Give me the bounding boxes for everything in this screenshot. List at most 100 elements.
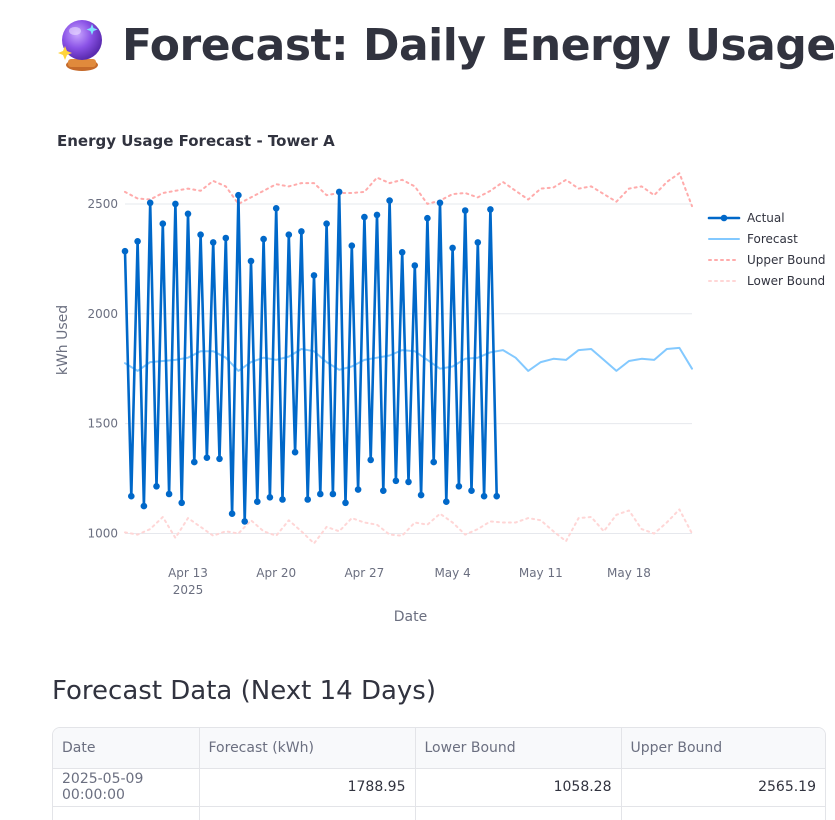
data-point[interactable]	[253, 498, 261, 506]
column-header-lower-bound[interactable]: Lower Bound	[415, 728, 622, 769]
legend-item-lower-bound[interactable]: Lower Bound	[708, 274, 825, 288]
column-header-date[interactable]: Date	[53, 728, 200, 769]
cell-upper-bound	[621, 806, 825, 820]
page-title: Forecast: Daily Energy Usage	[122, 19, 835, 71]
y-tick-label: 1500	[87, 417, 118, 431]
legend-label: Lower Bound	[747, 274, 825, 288]
legend-label: Actual	[747, 211, 785, 225]
chart-legend: Actual Forecast Upper Bound Lower Bound	[707, 211, 826, 288]
series-line-actual	[123, 190, 499, 523]
data-point[interactable]	[222, 234, 230, 242]
data-point[interactable]	[380, 487, 387, 495]
table-row[interactable]: 2025-05-09 00:00:00 1788.95 1058.28 2565…	[53, 768, 825, 807]
y-tick-label: 2500	[87, 197, 118, 211]
data-point[interactable]	[304, 496, 312, 503]
data-point[interactable]	[209, 239, 217, 246]
cell-forecast: 1788.95	[199, 768, 416, 807]
data-point[interactable]	[203, 454, 211, 462]
data-point[interactable]	[310, 272, 318, 279]
legend-item-forecast[interactable]: Forecast	[708, 232, 798, 246]
data-point[interactable]	[266, 494, 274, 501]
data-point[interactable]	[386, 197, 393, 204]
cell-date: 2025-05-09 00:00:00	[53, 768, 200, 807]
data-point[interactable]	[443, 498, 450, 506]
x-axis-year-label: 2025	[173, 583, 204, 597]
data-point[interactable]	[260, 235, 267, 243]
chart-title: Energy Usage Forecast - Tower A	[57, 132, 335, 150]
table-row[interactable]	[53, 806, 825, 820]
data-point[interactable]	[134, 238, 141, 245]
data-point[interactable]	[165, 490, 173, 498]
forecast-data-table[interactable]: Date Forecast (kWh) Lower Bound Upper Bo…	[52, 727, 826, 820]
data-point[interactable]	[480, 492, 488, 500]
data-point[interactable]	[216, 455, 223, 463]
x-tick-label: Apr 27	[344, 566, 384, 580]
data-point[interactable]	[424, 214, 431, 222]
data-point[interactable]	[172, 200, 179, 208]
data-point[interactable]	[361, 213, 368, 221]
data-point[interactable]	[405, 478, 412, 486]
data-point[interactable]	[342, 499, 349, 507]
data-point[interactable]	[128, 492, 135, 500]
data-point[interactable]	[354, 486, 362, 493]
series-line-forecast	[124, 346, 693, 372]
data-point[interactable]	[436, 199, 444, 207]
data-point[interactable]	[474, 239, 482, 246]
data-point[interactable]	[487, 206, 494, 213]
legend-item-upper-bound[interactable]: Upper Bound	[708, 253, 826, 267]
data-point[interactable]	[417, 491, 425, 499]
data-point[interactable]	[272, 205, 280, 212]
crystal-ball-icon	[56, 16, 106, 74]
data-point[interactable]	[247, 257, 255, 265]
data-point[interactable]	[493, 492, 501, 500]
data-point[interactable]	[153, 483, 160, 490]
forecast-table-title: Forecast Data (Next 14 Days)	[52, 676, 436, 706]
legend-item-actual[interactable]: Actual	[707, 211, 785, 225]
data-point[interactable]	[140, 502, 148, 510]
page-header: Forecast: Daily Energy Usage	[56, 16, 835, 74]
data-point[interactable]	[373, 211, 381, 219]
x-axis-title: Date	[394, 609, 427, 625]
series-line-lower-bound	[124, 508, 693, 545]
data-point[interactable]	[392, 477, 400, 485]
data-point[interactable]	[146, 199, 154, 207]
data-point[interactable]	[285, 231, 293, 238]
data-point[interactable]	[197, 231, 204, 238]
y-axis-ticks: 1000 1500 2000 2500	[87, 197, 118, 541]
cell-forecast	[199, 806, 416, 820]
data-point[interactable]	[468, 487, 475, 495]
legend-label: Upper Bound	[747, 253, 826, 267]
x-tick-label: May 18	[607, 566, 651, 580]
data-point[interactable]	[411, 262, 419, 269]
energy-forecast-chart[interactable]: 1000 1500 2000 2500 Apr 13 Apr 20 Apr 27 May 4…	[0, 160, 835, 640]
data-point[interactable]	[398, 249, 406, 256]
column-header-forecast[interactable]: Forecast (kWh)	[199, 728, 416, 769]
data-point[interactable]	[235, 191, 242, 199]
data-point[interactable]	[298, 228, 305, 235]
x-tick-label: Apr 20	[256, 566, 296, 580]
data-point[interactable]	[461, 207, 469, 214]
data-point[interactable]	[455, 483, 463, 490]
column-header-upper-bound[interactable]: Upper Bound	[621, 728, 825, 769]
data-point[interactable]	[430, 458, 438, 466]
data-point[interactable]	[348, 242, 356, 249]
data-point[interactable]	[228, 510, 236, 517]
data-point[interactable]	[178, 499, 185, 507]
data-point[interactable]	[191, 458, 198, 466]
data-point[interactable]	[449, 244, 456, 252]
data-point[interactable]	[291, 448, 299, 456]
x-tick-label: May 11	[519, 566, 563, 580]
x-tick-label: May 4	[434, 566, 470, 580]
data-point[interactable]	[323, 220, 330, 227]
data-point[interactable]	[329, 490, 337, 498]
data-point[interactable]	[367, 456, 375, 464]
legend-marker	[720, 214, 728, 222]
data-point[interactable]	[317, 490, 324, 498]
data-point[interactable]	[121, 247, 129, 255]
data-point[interactable]	[241, 518, 248, 525]
x-tick-label: Apr 13	[168, 566, 208, 580]
data-point[interactable]	[184, 210, 192, 218]
data-point[interactable]	[159, 220, 167, 227]
data-point[interactable]	[335, 188, 343, 196]
data-point[interactable]	[279, 496, 286, 503]
